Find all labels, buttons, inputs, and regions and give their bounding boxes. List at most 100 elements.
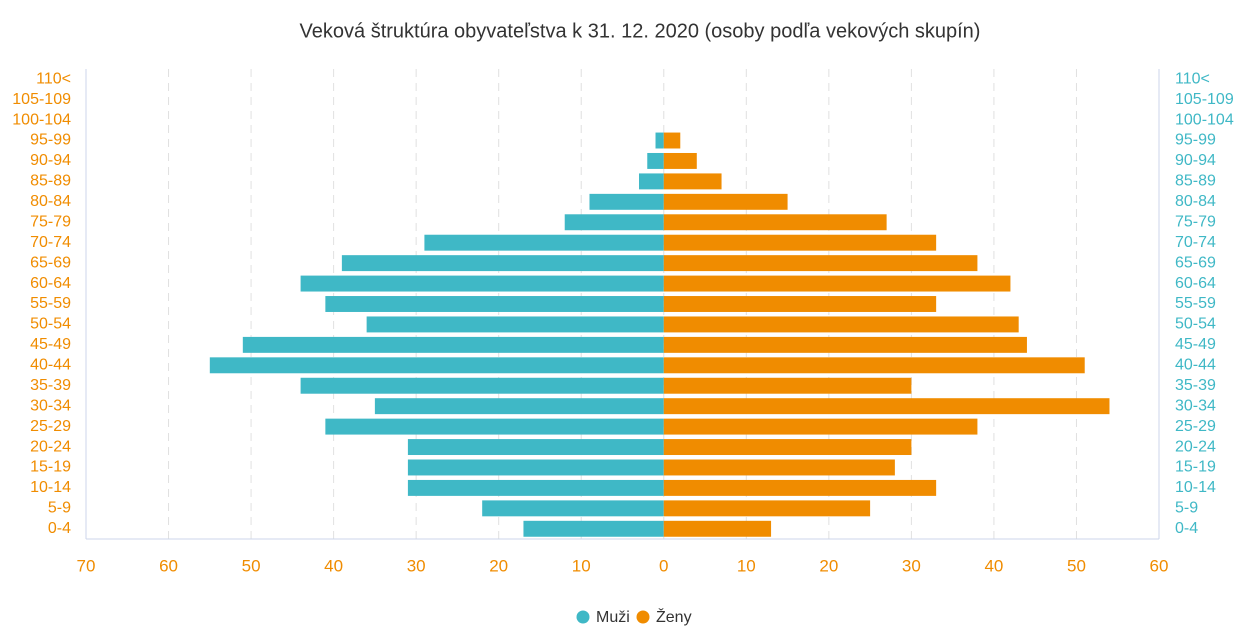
- bar: [663, 193, 788, 210]
- bar: [663, 275, 1011, 292]
- y-tick-label-right: 65-69: [1175, 254, 1216, 271]
- bar: [663, 214, 887, 231]
- x-tick-label: 60: [1150, 556, 1169, 575]
- legend-label: Muži: [596, 609, 630, 626]
- y-tick-label: 15-19: [30, 459, 71, 476]
- y-tick-label: 75-79: [30, 213, 71, 230]
- y-tick-label: 30-34: [30, 397, 71, 414]
- y-tick-label-right: 5-9: [1175, 500, 1198, 517]
- bar: [663, 418, 978, 435]
- bar: [589, 193, 664, 210]
- y-tick-label-right: 110<: [1175, 70, 1210, 87]
- y-tick-label: 60-64: [30, 275, 71, 292]
- chart-title: Veková štruktúra obyvateľstva k 31. 12. …: [300, 20, 981, 42]
- y-tick-label: 90-94: [30, 152, 71, 169]
- bar: [647, 152, 664, 169]
- y-tick-label-right: 35-39: [1175, 377, 1216, 394]
- bar: [663, 439, 912, 456]
- y-tick-label-right: 90-94: [1175, 152, 1216, 169]
- bar: [663, 398, 1110, 415]
- y-tick-label-right: 50-54: [1175, 316, 1216, 333]
- bar: [663, 234, 937, 251]
- y-tick-label: 45-49: [30, 336, 71, 353]
- y-tick-label-right: 105-109: [1175, 91, 1234, 108]
- y-tick-label: 80-84: [30, 193, 71, 210]
- x-tick-label: 10: [737, 556, 756, 575]
- bar: [655, 132, 664, 149]
- y-tick-label-right: 55-59: [1175, 295, 1216, 312]
- y-tick-label: 20-24: [30, 438, 71, 455]
- bar: [523, 520, 664, 537]
- bar: [300, 377, 664, 394]
- x-tick-label: 30: [407, 556, 426, 575]
- y-tick-label: 95-99: [30, 132, 71, 149]
- legend-marker: [576, 610, 590, 624]
- x-tick-label: 40: [984, 556, 1003, 575]
- y-tick-label-right: 80-84: [1175, 193, 1216, 210]
- y-tick-label-right: 95-99: [1175, 132, 1216, 149]
- bar: [374, 398, 664, 415]
- y-tick-label: 10-14: [30, 479, 71, 496]
- bar: [663, 377, 912, 394]
- y-tick-label: 40-44: [30, 357, 71, 374]
- y-tick-label: 110<: [36, 70, 71, 87]
- bar: [407, 459, 664, 476]
- bar: [341, 255, 664, 272]
- bar: [663, 173, 722, 190]
- y-tick-label: 100-104: [12, 111, 71, 128]
- bar: [663, 152, 697, 169]
- y-tick-label-right: 25-29: [1175, 418, 1216, 435]
- y-tick-label: 0-4: [48, 520, 71, 537]
- bar: [639, 173, 664, 190]
- y-tick-label-right: 70-74: [1175, 234, 1216, 251]
- y-tick-label: 85-89: [30, 173, 71, 190]
- x-tick-label: 40: [324, 556, 343, 575]
- legend-label: Ženy: [656, 607, 692, 626]
- x-tick-label: 50: [242, 556, 261, 575]
- bar: [407, 439, 664, 456]
- bar: [663, 357, 1085, 374]
- bar: [663, 520, 772, 537]
- y-tick-label-right: 60-64: [1175, 275, 1216, 292]
- x-tick-label: 30: [902, 556, 921, 575]
- bar: [424, 234, 664, 251]
- bar: [407, 479, 664, 496]
- x-tick-label: 70: [77, 556, 96, 575]
- bar: [663, 316, 1019, 333]
- x-tick-label: 60: [159, 556, 178, 575]
- bar: [663, 500, 871, 517]
- bar: [366, 316, 664, 333]
- x-tick-label: 10: [572, 556, 591, 575]
- y-tick-label-right: 100-104: [1175, 111, 1234, 128]
- x-tick-label: 50: [1067, 556, 1086, 575]
- bar: [663, 132, 681, 149]
- y-tick-label-right: 10-14: [1175, 479, 1216, 496]
- y-tick-label-right: 40-44: [1175, 357, 1216, 374]
- x-tick-label: 20: [489, 556, 508, 575]
- y-tick-label-right: 85-89: [1175, 173, 1216, 190]
- bar: [663, 459, 895, 476]
- y-tick-label-right: 30-34: [1175, 397, 1216, 414]
- legend-marker: [636, 610, 650, 624]
- y-tick-label: 105-109: [12, 91, 71, 108]
- y-tick-label: 65-69: [30, 254, 71, 271]
- y-tick-label-right: 0-4: [1175, 520, 1198, 537]
- y-tick-label: 55-59: [30, 295, 71, 312]
- y-tick-label: 70-74: [30, 234, 71, 251]
- bar: [325, 296, 664, 312]
- y-tick-label-right: 45-49: [1175, 336, 1216, 353]
- bar: [242, 336, 664, 353]
- bar: [663, 296, 937, 312]
- bar: [663, 479, 937, 496]
- y-tick-label-right: 20-24: [1175, 438, 1216, 455]
- y-tick-label: 5-9: [48, 500, 71, 517]
- y-tick-label: 50-54: [30, 316, 71, 333]
- bar: [300, 275, 664, 292]
- y-tick-label: 25-29: [30, 418, 71, 435]
- y-tick-label-right: 15-19: [1175, 459, 1216, 476]
- bar: [482, 500, 664, 517]
- x-tick-label: 0: [659, 556, 668, 575]
- bar: [564, 214, 664, 231]
